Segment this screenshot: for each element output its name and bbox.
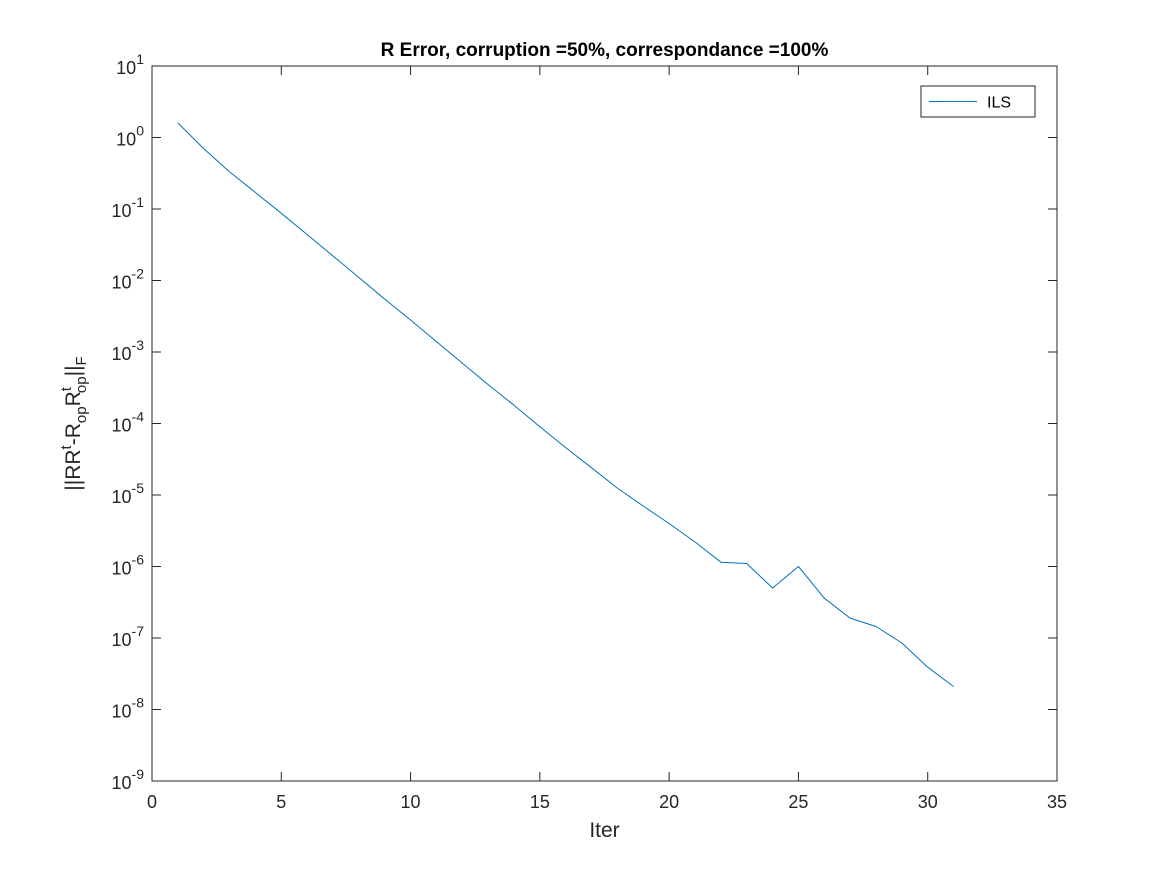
y-tick-label: 10-8 (112, 695, 145, 722)
y-tick-exponent: -9 (132, 766, 145, 782)
y-tick-exponent: -5 (132, 480, 145, 496)
y-tick-label: 10-9 (112, 766, 145, 793)
y-tick-base: 10 (116, 130, 136, 150)
y-tick-exponent: -3 (132, 337, 145, 353)
x-tick-label: 15 (530, 792, 550, 812)
y-tick-base: 10 (112, 559, 132, 579)
y-tick-exponent: -4 (132, 409, 145, 425)
y-tick-label: 101 (116, 51, 144, 78)
y-tick-label: 10-1 (112, 194, 145, 221)
y-label-subscript: F (73, 356, 90, 365)
chart-title: R Error, corruption =50%, correspondance… (381, 40, 829, 61)
y-tick-exponent: 0 (136, 123, 144, 139)
y-tick-label: 100 (116, 123, 144, 150)
y-tick-base: 10 (112, 344, 132, 364)
y-tick-label: 10-4 (112, 409, 145, 436)
y-tick-base: 10 (112, 201, 132, 221)
x-tick-label: 25 (788, 792, 808, 812)
x-tick-label: 0 (147, 792, 157, 812)
x-tick-label: 30 (918, 792, 938, 812)
legend: ILS (920, 85, 1036, 118)
y-tick-exponent: -8 (132, 695, 145, 711)
y-tick-base: 10 (112, 630, 132, 650)
plot-area (152, 66, 1057, 781)
x-tick-label: 35 (1047, 792, 1067, 812)
y-tick-label: 10-7 (112, 623, 145, 650)
y-tick-base: 10 (116, 58, 136, 78)
x-axis: 0 5 10 15 20 25 30 35 (147, 66, 1067, 812)
y-tick-label: 10-5 (112, 480, 145, 507)
y-tick-exponent: -6 (132, 552, 145, 568)
y-axis: 10110010-110-210-310-410-510-610-710-810… (112, 51, 1057, 793)
y-tick-exponent: -7 (132, 623, 145, 639)
y-tick-exponent: -2 (132, 266, 145, 282)
series-line-ils (177, 122, 954, 687)
y-label-part: ||RR (62, 449, 85, 490)
y-label-part: -R (62, 423, 85, 445)
y-axis-label: ||RRt-RopRtop||F (58, 356, 90, 490)
y-tick-exponent: 1 (136, 51, 144, 67)
y-label-part: R (62, 391, 85, 406)
y-label-superscript: t (58, 444, 75, 449)
x-tick-label: 5 (276, 792, 286, 812)
x-tick-label: 10 (401, 792, 421, 812)
y-label-superscript: t (58, 386, 75, 391)
x-tick-label: 20 (659, 792, 679, 812)
y-label-subscript: op (73, 406, 90, 423)
y-tick-base: 10 (112, 273, 132, 293)
y-label-subscript: op (73, 376, 90, 393)
y-tick-base: 10 (112, 416, 132, 436)
y-label-part: || (62, 365, 85, 376)
y-tick-base: 10 (112, 702, 132, 722)
series-layer (177, 122, 954, 687)
y-tick-exponent: -1 (132, 194, 145, 210)
y-tick-label: 10-6 (112, 552, 145, 579)
y-tick-label: 10-3 (112, 337, 145, 364)
legend-label-ils: ILS (987, 95, 1011, 112)
x-axis-label: Iter (589, 819, 619, 842)
y-tick-label: 10-2 (112, 266, 145, 293)
y-tick-base: 10 (112, 487, 132, 507)
y-tick-base: 10 (112, 773, 132, 793)
